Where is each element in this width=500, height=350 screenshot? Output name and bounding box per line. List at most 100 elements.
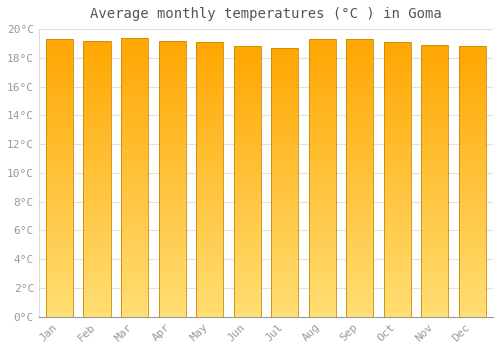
Bar: [384, 146, 411, 149]
Bar: [308, 167, 336, 170]
Bar: [46, 222, 73, 225]
Bar: [271, 236, 298, 239]
Bar: [196, 292, 223, 295]
Bar: [196, 171, 223, 174]
Bar: [234, 127, 260, 130]
Bar: [459, 284, 486, 287]
Bar: [308, 70, 336, 72]
Bar: [234, 103, 260, 106]
Bar: [422, 235, 448, 238]
Bar: [346, 147, 374, 150]
Bar: [459, 160, 486, 163]
Bar: [271, 145, 298, 147]
Bar: [346, 236, 374, 239]
Bar: [308, 48, 336, 50]
Bar: [234, 111, 260, 114]
Bar: [84, 121, 110, 124]
Bar: [121, 71, 148, 74]
Bar: [158, 126, 186, 129]
Bar: [346, 308, 374, 311]
Bar: [196, 284, 223, 287]
Bar: [308, 86, 336, 89]
Bar: [121, 308, 148, 311]
Bar: [422, 86, 448, 89]
Bar: [346, 289, 374, 292]
Bar: [46, 245, 73, 247]
Bar: [196, 300, 223, 303]
Bar: [384, 275, 411, 278]
Bar: [422, 287, 448, 289]
Bar: [46, 64, 73, 67]
Bar: [384, 193, 411, 196]
Bar: [459, 127, 486, 130]
Bar: [384, 158, 411, 160]
Bar: [459, 265, 486, 268]
Bar: [158, 156, 186, 159]
Bar: [308, 308, 336, 311]
Bar: [158, 195, 186, 198]
Bar: [308, 39, 336, 42]
Bar: [46, 225, 73, 228]
Bar: [158, 134, 186, 137]
Bar: [271, 274, 298, 276]
Bar: [158, 85, 186, 88]
Bar: [234, 284, 260, 287]
Bar: [308, 39, 336, 317]
Bar: [84, 275, 110, 278]
Bar: [459, 260, 486, 263]
Bar: [422, 241, 448, 243]
Bar: [422, 205, 448, 208]
Bar: [271, 107, 298, 110]
Bar: [271, 263, 298, 266]
Bar: [422, 75, 448, 77]
Bar: [346, 233, 374, 236]
Bar: [234, 122, 260, 125]
Bar: [46, 67, 73, 70]
Bar: [271, 118, 298, 120]
Bar: [271, 93, 298, 96]
Bar: [459, 65, 486, 68]
Bar: [422, 312, 448, 314]
Bar: [158, 162, 186, 165]
Bar: [158, 41, 186, 43]
Bar: [158, 190, 186, 193]
Bar: [196, 190, 223, 193]
Bar: [384, 119, 411, 122]
Bar: [196, 254, 223, 256]
Bar: [308, 233, 336, 236]
Bar: [121, 82, 148, 85]
Bar: [121, 119, 148, 121]
Bar: [46, 147, 73, 150]
Bar: [459, 271, 486, 274]
Bar: [308, 78, 336, 81]
Bar: [422, 175, 448, 178]
Bar: [158, 104, 186, 107]
Bar: [346, 306, 374, 308]
Bar: [384, 267, 411, 270]
Bar: [121, 283, 148, 286]
Bar: [46, 197, 73, 200]
Bar: [84, 306, 110, 308]
Bar: [271, 88, 298, 91]
Title: Average monthly temperatures (°C ) in Goma: Average monthly temperatures (°C ) in Go…: [90, 7, 442, 21]
Bar: [459, 298, 486, 301]
Bar: [84, 115, 110, 118]
Bar: [121, 188, 148, 191]
Bar: [459, 195, 486, 198]
Bar: [234, 168, 260, 171]
Bar: [422, 281, 448, 284]
Bar: [346, 272, 374, 275]
Bar: [346, 295, 374, 298]
Bar: [384, 48, 411, 50]
Bar: [84, 281, 110, 284]
Bar: [346, 53, 374, 56]
Bar: [121, 286, 148, 289]
Bar: [308, 264, 336, 267]
Bar: [234, 82, 260, 84]
Bar: [271, 177, 298, 180]
Bar: [459, 171, 486, 174]
Bar: [271, 61, 298, 64]
Bar: [271, 282, 298, 285]
Bar: [422, 148, 448, 151]
Bar: [308, 106, 336, 108]
